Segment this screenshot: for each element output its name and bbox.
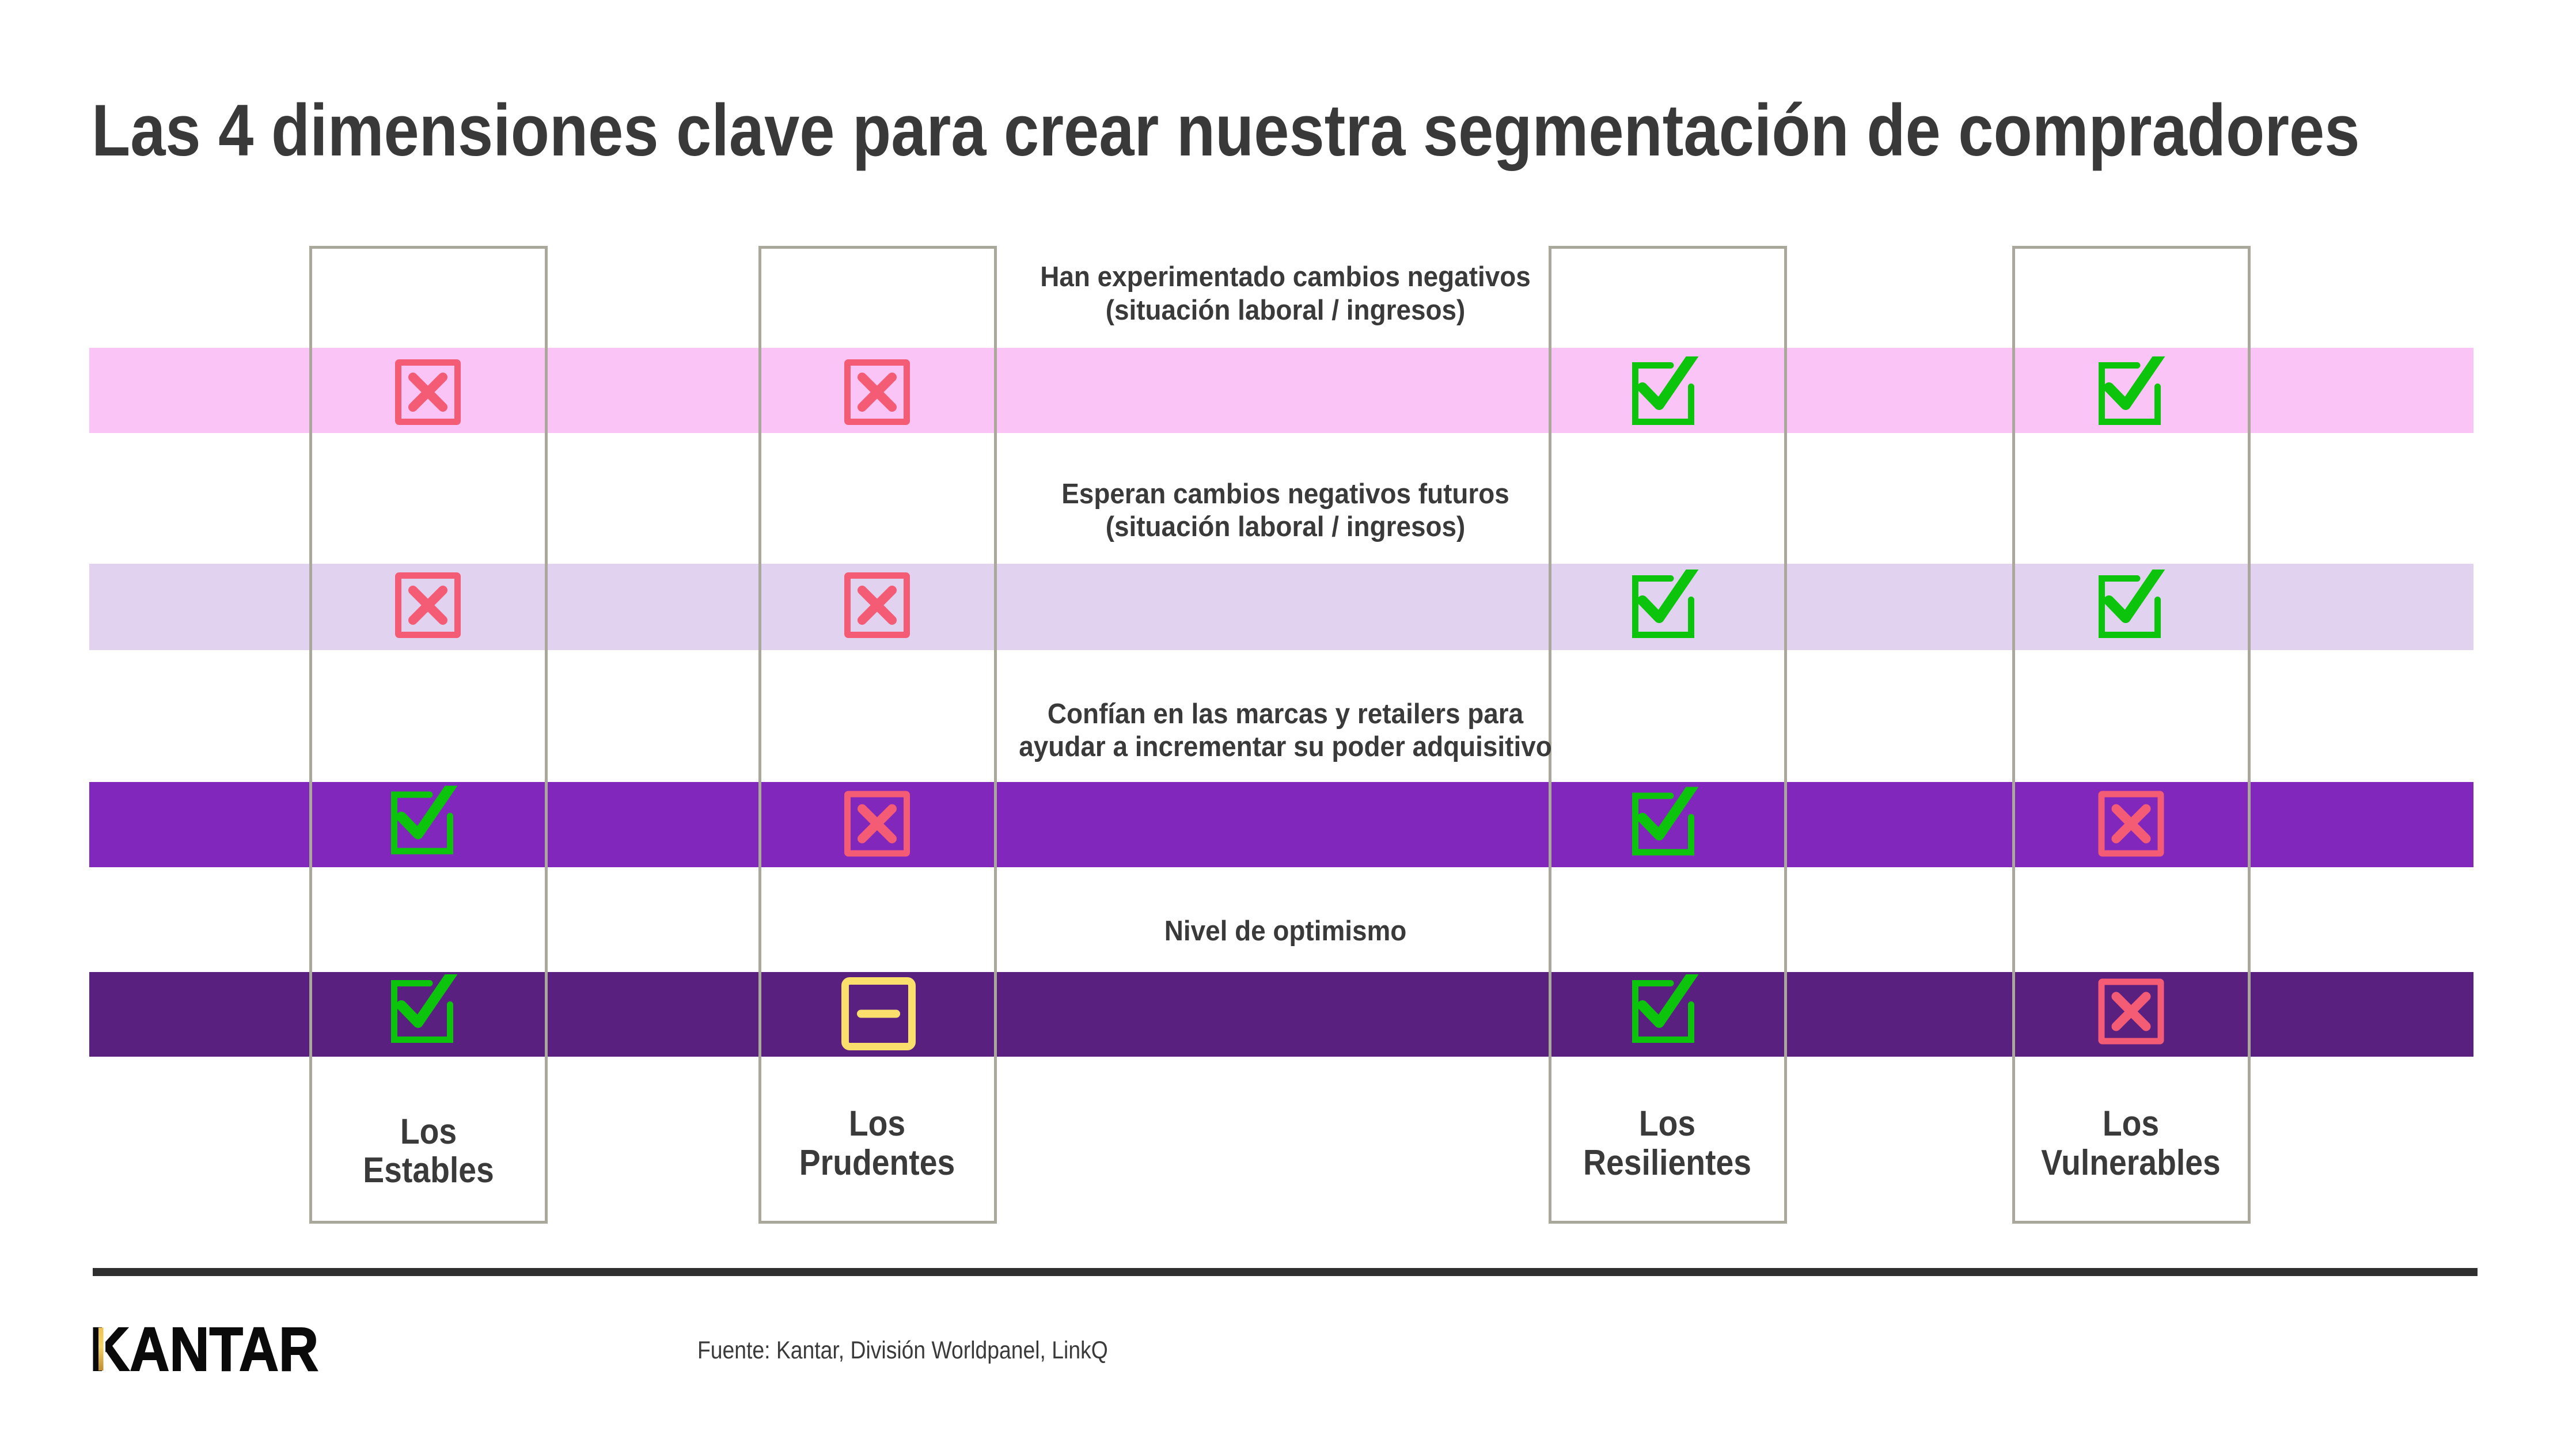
svg-text:KANTAR: KANTAR <box>90 1315 318 1384</box>
svg-text:(situación laboral / ingresos): (situación laboral / ingresos) <box>1106 294 1466 326</box>
svg-text:Los: Los <box>849 1103 905 1144</box>
svg-text:Nivel de optimismo: Nivel de optimismo <box>1164 915 1407 947</box>
svg-text:Las 4 dimensiones clave para c: Las 4 dimensiones clave para crear nuest… <box>92 90 2359 172</box>
svg-text:Resilientes: Resilientes <box>1583 1142 1751 1183</box>
svg-text:ayudar a incrementar su poder: ayudar a incrementar su poder adquisitiv… <box>1019 731 1551 762</box>
svg-text:Esperan cambios negativos futu: Esperan cambios negativos futuros <box>1061 478 1509 510</box>
svg-text:Vulnerables: Vulnerables <box>2041 1142 2220 1183</box>
svg-text:Fuente: Kantar, División World: Fuente: Kantar, División Worldpanel, Lin… <box>697 1337 1108 1364</box>
svg-text:Los: Los <box>2103 1103 2159 1144</box>
svg-text:Estables: Estables <box>363 1150 494 1190</box>
svg-text:Prudentes: Prudentes <box>799 1142 955 1183</box>
svg-text:Los: Los <box>1639 1103 1695 1144</box>
svg-text:Los: Los <box>400 1111 457 1152</box>
svg-text:Han experimentado cambios nega: Han experimentado cambios negativos <box>1040 261 1531 293</box>
svg-text:(situación laboral / ingresos): (situación laboral / ingresos) <box>1106 511 1466 542</box>
svg-text:Confían en las marcas y retail: Confían en las marcas y retailers para <box>1048 698 1524 730</box>
